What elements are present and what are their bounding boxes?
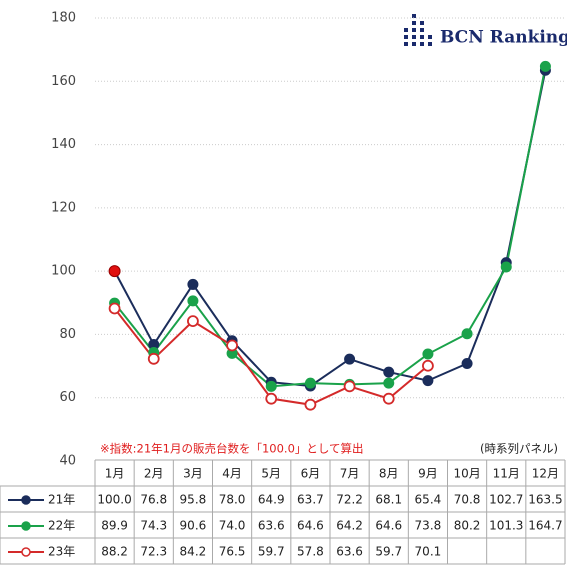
- table-cell: 78.0: [219, 493, 246, 507]
- data-point: [422, 348, 434, 360]
- x-tick-label: 12月: [532, 467, 559, 481]
- series-line: [113, 70, 547, 388]
- table-cell: 63.7: [297, 493, 324, 507]
- table-cell: 102.7: [489, 493, 523, 507]
- y-tick-label: 140: [51, 137, 76, 152]
- data-point: [108, 302, 121, 315]
- legend-swatch-marker: [21, 495, 31, 505]
- table-cell: 89.9: [101, 519, 128, 533]
- data-point: [461, 328, 473, 340]
- table-cell: 163.5: [528, 493, 562, 507]
- x-tick-label: 7月: [340, 467, 360, 481]
- x-tick-label: 2月: [144, 467, 164, 481]
- data-point: [539, 60, 551, 72]
- data-point: [304, 398, 317, 411]
- data-point: [383, 377, 395, 389]
- data-point: [187, 278, 199, 290]
- table-cell: 74.3: [140, 519, 167, 533]
- data-point: [500, 261, 512, 273]
- data-point: [461, 358, 473, 370]
- table-cell: 63.6: [258, 519, 285, 533]
- table-cell: 73.8: [415, 519, 442, 533]
- table-cell: 59.7: [258, 545, 285, 559]
- table-cell: 90.6: [180, 519, 207, 533]
- x-tick-label: 1月: [105, 467, 125, 481]
- data-point: [422, 359, 434, 372]
- y-tick-label: 160: [51, 74, 76, 89]
- data-point: [147, 352, 160, 365]
- table-cell: 80.2: [454, 519, 481, 533]
- x-tick-label: 10月: [453, 467, 480, 481]
- y-tick-label: 120: [51, 200, 76, 215]
- x-tick-label: 4月: [222, 467, 242, 481]
- table-cell: 101.3: [489, 519, 523, 533]
- data-point: [304, 377, 316, 389]
- x-tick-label: 8月: [379, 467, 399, 481]
- data-point: [108, 265, 121, 278]
- data-point: [383, 366, 395, 378]
- data-point: [226, 339, 238, 352]
- data-point: [265, 380, 277, 392]
- legend-label: 21年: [48, 493, 75, 507]
- annotation: ※指数:21年1月の販売台数を「100.0」として算出: [100, 442, 364, 456]
- x-tick-label: 5月: [261, 467, 281, 481]
- table-cell: 74.0: [219, 519, 246, 533]
- legend-label: 22年: [48, 519, 75, 533]
- series-line: [113, 66, 547, 388]
- data-point: [344, 353, 356, 365]
- y-tick-label: 60: [59, 390, 76, 405]
- table-cell: 68.1: [375, 493, 402, 507]
- table-cell: 64.2: [336, 519, 363, 533]
- y-tick-label: 80: [59, 327, 76, 342]
- logo-icon: [404, 14, 432, 46]
- x-tick-label: 9月: [418, 467, 438, 481]
- table-cell: 64.6: [297, 519, 324, 533]
- legend-label: 23年: [48, 545, 75, 559]
- y-tick-label: 40: [59, 454, 76, 469]
- data-point: [187, 295, 199, 307]
- y-tick-label: 100: [51, 264, 76, 279]
- x-tick-label: 6月: [301, 467, 321, 481]
- legend-swatch-marker: [21, 547, 31, 557]
- table-cell: 164.7: [528, 519, 562, 533]
- table-cell: 100.0: [97, 493, 131, 507]
- table-cell: 57.8: [297, 545, 324, 559]
- annotation-right: (時系列パネル): [480, 442, 558, 456]
- data-point: [265, 392, 278, 405]
- table-cell: 70.8: [454, 493, 481, 507]
- table-cell: 64.6: [375, 519, 402, 533]
- x-tick-label: 11月: [493, 467, 520, 481]
- table-cell: 84.2: [180, 545, 207, 559]
- data-point: [343, 380, 356, 393]
- table-cell: 88.2: [101, 545, 128, 559]
- table-cell: 72.3: [140, 545, 167, 559]
- table-cell: 59.7: [375, 545, 402, 559]
- y-tick-label: 180: [51, 11, 76, 26]
- table-cell: 76.5: [219, 545, 246, 559]
- table-cell: 63.6: [336, 545, 363, 559]
- data-point: [187, 315, 199, 328]
- table-cell: 64.9: [258, 493, 285, 507]
- table-cell: 76.8: [140, 493, 167, 507]
- legend-swatch-marker: [21, 521, 31, 531]
- x-tick-label: 3月: [183, 467, 203, 481]
- data-point: [382, 392, 395, 405]
- table-cell: 95.8: [180, 493, 207, 507]
- table-cell: 65.4: [415, 493, 442, 507]
- data-point: [422, 375, 434, 387]
- table-cell: 72.2: [336, 493, 363, 507]
- logo-text: BCN Ranking: [440, 28, 567, 48]
- table-cell: 70.1: [415, 545, 442, 559]
